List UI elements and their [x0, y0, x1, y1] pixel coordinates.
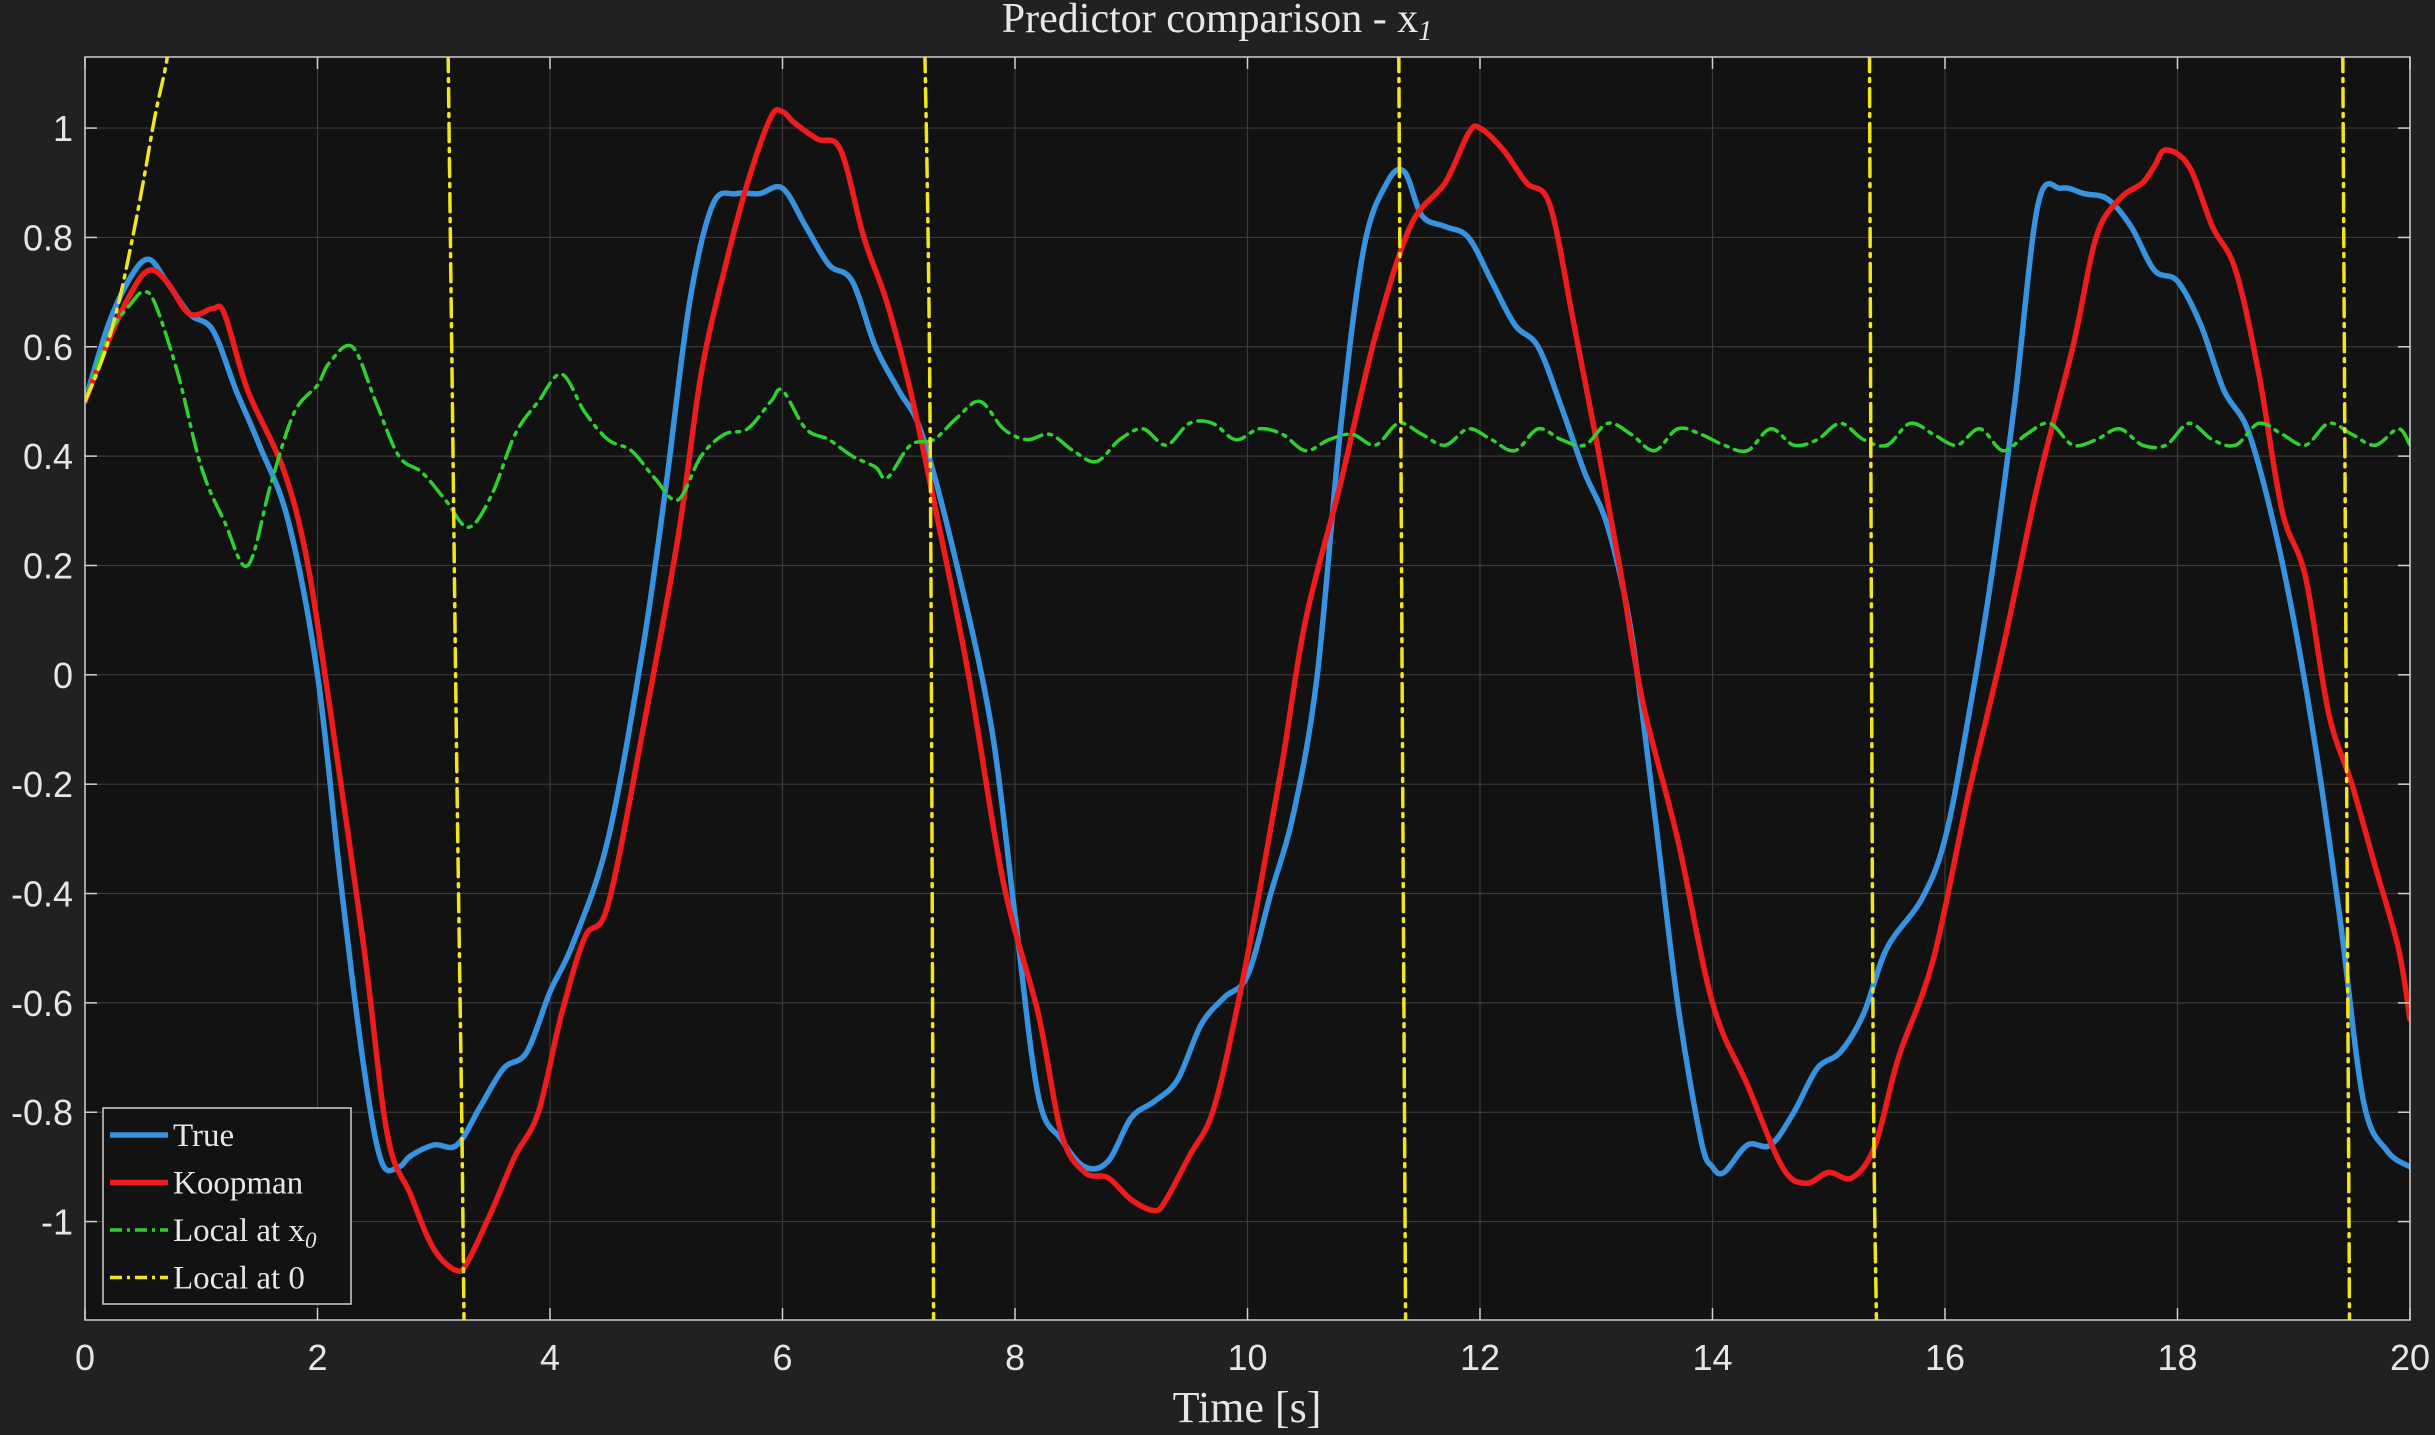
legend-box — [102, 1107, 352, 1305]
x-tick-label: 16 — [1925, 1337, 1965, 1378]
series-line-local-at-0 — [2341, 57, 2352, 1320]
y-tick-label: 0.8 — [23, 217, 73, 258]
x-tick-label: 20 — [2390, 1337, 2430, 1378]
x-tick-label: 8 — [1005, 1337, 1025, 1378]
y-tick-label: -0.8 — [11, 1092, 73, 1133]
y-tick-label: 0.2 — [23, 545, 73, 586]
series-line-koopman — [85, 106, 2410, 1275]
y-tick-label: -0.4 — [11, 874, 73, 915]
y-tick-label: 0.4 — [23, 436, 73, 477]
series-line-local-at-0 — [923, 57, 936, 1320]
legend-label-true: True — [173, 1118, 234, 1154]
x-tick-label: 4 — [540, 1337, 560, 1378]
series-line-local-at-x — [85, 290, 2410, 568]
series-line-local-at-0 — [85, 57, 170, 404]
x-tick-label: 0 — [75, 1337, 95, 1378]
x-tick-label: 12 — [1460, 1337, 1500, 1378]
x-tick-label: 2 — [307, 1337, 327, 1378]
legend: True Koopman Local at x0 Local at 0 — [102, 1107, 352, 1305]
chart-title: Predictor comparison - x1 — [1002, 0, 1432, 47]
series-line-local-at-0 — [446, 57, 466, 1320]
series-line-local-at-0 — [1397, 57, 1408, 1320]
x-axis-label: Time [s] — [1173, 1383, 1322, 1432]
legend-label-koopman: Koopman — [173, 1166, 303, 1202]
series-line-local-at-0 — [1867, 57, 1879, 1320]
y-tick-label: 0 — [53, 655, 73, 696]
y-tick-label: -0.6 — [11, 983, 73, 1024]
x-tick-label: 14 — [1692, 1337, 1732, 1378]
legend-label-local-at-x: Local at x0 — [173, 1213, 317, 1253]
x-tick-label: 6 — [772, 1337, 792, 1378]
y-tick-label: -1 — [41, 1202, 73, 1243]
grid-layer — [84, 57, 2411, 1320]
tick-layer: 0 2 4 6 8 10 12 14 16 18 20 -1 -0.8 -0.6 -0.4 -0.2 0 0.2 0… — [11, 57, 2430, 1378]
y-tick-label: 0.6 — [23, 327, 73, 368]
y-tick-label: 1 — [53, 108, 73, 149]
series-layer — [85, 57, 2410, 1320]
x-tick-label: 10 — [1227, 1337, 1267, 1378]
x-tick-label: 18 — [2157, 1337, 2197, 1378]
y-tick-label: -0.2 — [11, 764, 73, 805]
legend-label-local-at-0: Local at 0 — [173, 1261, 305, 1297]
series-line-true — [85, 166, 2410, 1177]
chart-title-subscript: 1 — [1418, 16, 1432, 47]
